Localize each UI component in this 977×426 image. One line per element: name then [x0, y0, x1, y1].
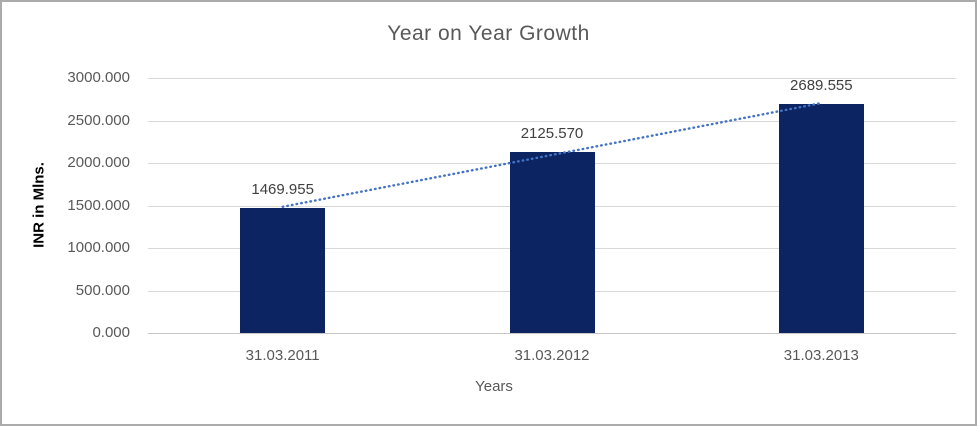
x-tick-label: 31.03.2013 [783, 347, 859, 364]
trendline [281, 101, 823, 208]
x-axis-line [148, 333, 956, 334]
y-tick-label: 500.000 [75, 281, 130, 299]
y-tick-label: 3000.000 [67, 69, 130, 86]
y-tick-label: 2500.000 [67, 111, 130, 129]
data-label: 1469.955 [251, 181, 314, 199]
y-tick-label: 1000.000 [67, 239, 130, 256]
chart-title: Year on Year Growth [387, 22, 590, 45]
plot-area: 1469.955 2125.570 2689.555 [148, 77, 956, 334]
data-label: 2689.555 [790, 77, 853, 95]
gridline [148, 120, 956, 122]
bar-31.03.2011 [240, 208, 326, 333]
x-tick-label: 31.03.2011 [245, 347, 320, 364]
x-axis-title: Years [475, 378, 513, 395]
data-label: 2125.570 [520, 125, 584, 143]
y-tick-label: 1500.000 [67, 196, 130, 214]
x-tick-label: 31.03.2012 [514, 347, 590, 364]
y-tick-label: 0.000 [92, 324, 130, 341]
bar-31.03.2012 [509, 152, 595, 333]
bar-31.03.2013 [778, 104, 864, 333]
y-tick-label: 2000.000 [67, 154, 130, 171]
gridline [148, 78, 956, 79]
